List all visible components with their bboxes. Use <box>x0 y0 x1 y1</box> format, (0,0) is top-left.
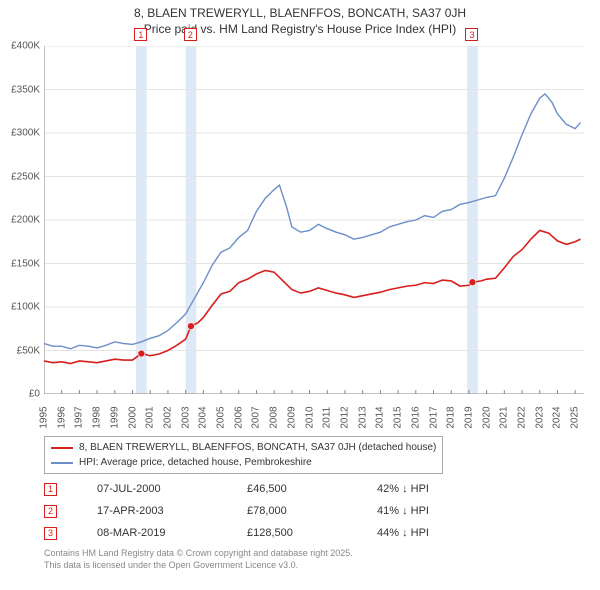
x-axis-tick-label: 2018 <box>446 403 457 433</box>
legend-swatch <box>51 447 73 449</box>
transaction-price: £78,000 <box>247 505 377 517</box>
x-axis-tick-label: 2017 <box>428 403 439 433</box>
x-axis-tick-label: 2022 <box>517 403 528 433</box>
legend-label: 8, BLAEN TREWERYLL, BLAENFFOS, BONCATH, … <box>79 440 436 455</box>
x-axis-tick-label: 2019 <box>463 403 474 433</box>
transaction-marker: 1 <box>44 483 57 496</box>
x-axis-tick-label: 2023 <box>534 403 545 433</box>
x-axis-tick-label: 2011 <box>322 403 333 433</box>
chart-marker-1: 1 <box>134 28 147 41</box>
x-axis-tick-label: 2016 <box>410 403 421 433</box>
legend-swatch <box>51 462 73 464</box>
legend-item: 8, BLAEN TREWERYLL, BLAENFFOS, BONCATH, … <box>51 440 436 455</box>
x-axis-tick-label: 2025 <box>570 403 581 433</box>
x-axis-tick-label: 2004 <box>198 403 209 433</box>
x-axis-tick-label: 2003 <box>180 403 191 433</box>
y-axis-tick-label: £350K <box>0 84 40 95</box>
transaction-date: 07-JUL-2000 <box>97 483 247 495</box>
transaction-date: 17-APR-2003 <box>97 505 247 517</box>
transaction-date: 08-MAR-2019 <box>97 527 247 539</box>
chart-title: 8, BLAEN TREWERYLL, BLAENFFOS, BONCATH, … <box>0 0 600 37</box>
line-chart <box>44 46 584 394</box>
x-axis-tick-label: 2006 <box>233 403 244 433</box>
chart-marker-2: 2 <box>184 28 197 41</box>
x-axis-tick-label: 2012 <box>339 403 350 433</box>
transaction-diff: 42% ↓ HPI <box>377 483 487 495</box>
transaction-diff: 44% ↓ HPI <box>377 527 487 539</box>
y-axis-tick-label: £0 <box>0 389 40 400</box>
x-axis-tick-label: 2008 <box>269 403 280 433</box>
legend-label: HPI: Average price, detached house, Pemb… <box>79 455 312 470</box>
footer-attribution: Contains HM Land Registry data © Crown c… <box>44 548 353 571</box>
x-axis-tick-label: 2020 <box>481 403 492 433</box>
footer-line-1: Contains HM Land Registry data © Crown c… <box>44 548 353 560</box>
transaction-diff: 41% ↓ HPI <box>377 505 487 517</box>
transactions-table: 1 07-JUL-2000£46,50042% ↓ HPI 2 17-APR-2003… <box>44 478 487 544</box>
x-axis-tick-label: 1998 <box>92 403 103 433</box>
transaction-row: 1 07-JUL-2000£46,50042% ↓ HPI <box>44 478 487 500</box>
chart-container: 8, BLAEN TREWERYLL, BLAENFFOS, BONCATH, … <box>0 0 600 590</box>
x-axis-tick-label: 2000 <box>127 403 138 433</box>
y-axis-tick-label: £50K <box>0 345 40 356</box>
transaction-row: 3 08-MAR-2019£128,50044% ↓ HPI <box>44 522 487 544</box>
title-line-2: Price paid vs. HM Land Registry's House … <box>10 22 590 38</box>
transaction-price: £46,500 <box>247 483 377 495</box>
x-axis-tick-label: 1995 <box>39 403 50 433</box>
chart-area: £0£50K£100K£150K£200K£250K£300K£350K£400… <box>44 46 584 394</box>
x-axis-tick-label: 1997 <box>74 403 85 433</box>
y-axis-tick-label: £100K <box>0 302 40 313</box>
footer-line-2: This data is licensed under the Open Gov… <box>44 560 353 572</box>
x-axis-tick-label: 2015 <box>393 403 404 433</box>
y-axis-tick-label: £150K <box>0 258 40 269</box>
chart-marker-3: 3 <box>465 28 478 41</box>
legend-item: HPI: Average price, detached house, Pemb… <box>51 455 436 470</box>
x-axis-tick-label: 2021 <box>499 403 510 433</box>
transaction-marker: 2 <box>44 505 57 518</box>
x-axis-tick-label: 2009 <box>286 403 297 433</box>
y-axis-tick-label: £300K <box>0 128 40 139</box>
x-axis-tick-label: 2013 <box>357 403 368 433</box>
x-axis-tick-label: 2001 <box>145 403 156 433</box>
x-axis-tick-label: 1996 <box>56 403 67 433</box>
y-axis-tick-label: £250K <box>0 171 40 182</box>
transaction-marker: 3 <box>44 527 57 540</box>
legend: 8, BLAEN TREWERYLL, BLAENFFOS, BONCATH, … <box>44 436 443 474</box>
x-axis-tick-label: 2010 <box>304 403 315 433</box>
title-line-1: 8, BLAEN TREWERYLL, BLAENFFOS, BONCATH, … <box>10 6 590 22</box>
x-axis-tick-label: 2014 <box>375 403 386 433</box>
x-axis-tick-label: 2002 <box>162 403 173 433</box>
transaction-row: 2 17-APR-2003£78,00041% ↓ HPI <box>44 500 487 522</box>
transaction-price: £128,500 <box>247 527 377 539</box>
x-axis-tick-label: 1999 <box>109 403 120 433</box>
y-axis-tick-label: £400K <box>0 41 40 52</box>
x-axis-tick-label: 2005 <box>216 403 227 433</box>
y-axis-tick-label: £200K <box>0 215 40 226</box>
x-axis-tick-label: 2024 <box>552 403 563 433</box>
x-axis-tick-label: 2007 <box>251 403 262 433</box>
